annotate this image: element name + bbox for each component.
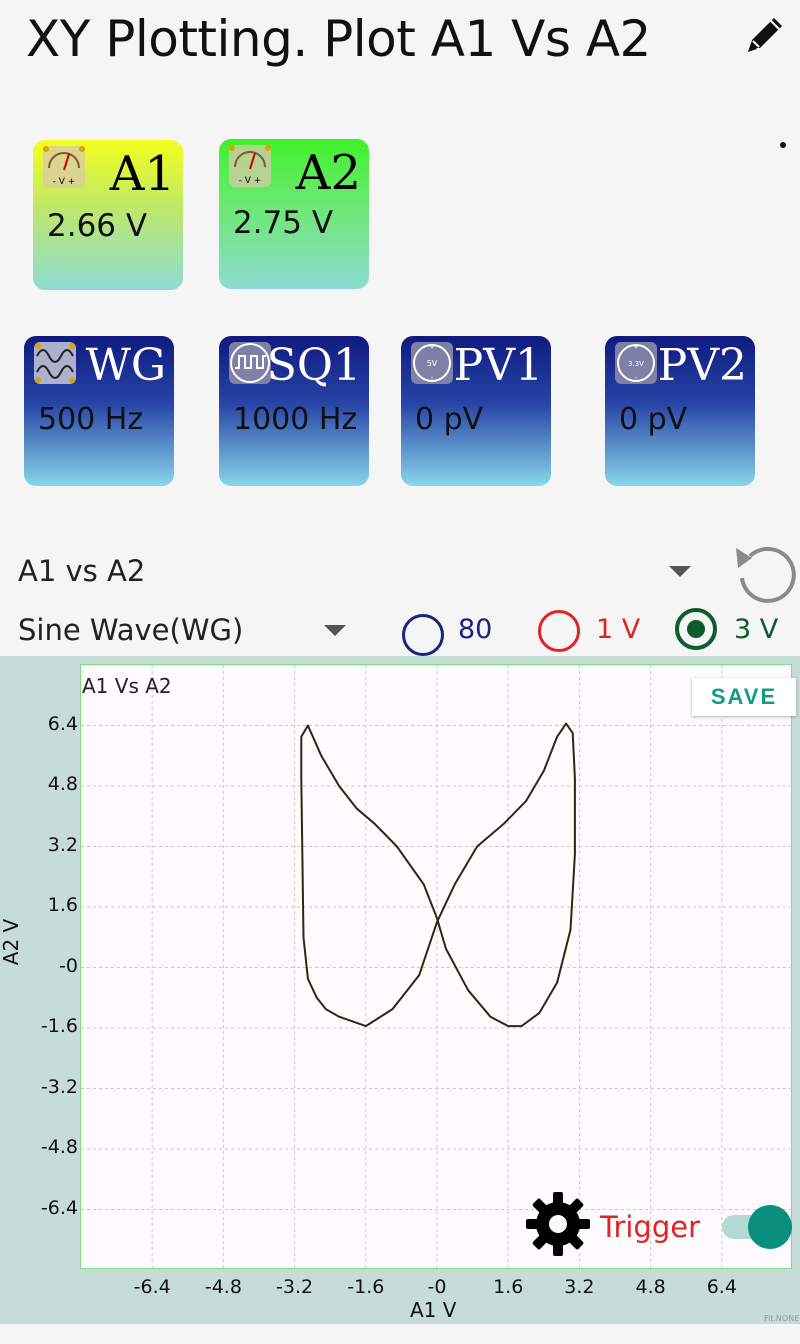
x-tick-label: -1.6: [347, 1276, 385, 1298]
watermark: Fit.NONE: [764, 1314, 800, 1323]
y-tick-label: -4.8: [40, 1136, 78, 1158]
radio-range-1v-label: 1 V: [596, 614, 641, 645]
trigger-toggle[interactable]: [722, 1205, 792, 1249]
generator-sq1-name: SQ1: [266, 340, 361, 391]
meter-a2-value: 2.75 V: [233, 205, 334, 241]
y-tick-label: -3.2: [40, 1075, 78, 1098]
pencil-icon[interactable]: [742, 10, 790, 58]
y-tick-label: -1.6: [40, 1015, 78, 1037]
generator-wg-value: 500 Hz: [38, 402, 144, 437]
x-tick-label: 1.6: [493, 1276, 524, 1298]
x-tick-label: 4.8: [635, 1276, 666, 1298]
plot-select[interactable]: A1 vs A2: [18, 554, 146, 588]
sine-wave-icon: [34, 342, 76, 384]
chevron-down-icon[interactable]: [669, 566, 691, 577]
dial-icon: + 3.3V -: [615, 342, 657, 384]
meter-a1-name: A1: [109, 146, 175, 202]
svg-text:5V: 5V: [427, 359, 438, 368]
x-tick-label: -3.2: [276, 1276, 314, 1298]
generator-pv2-name: PV2: [657, 340, 747, 391]
y-tick-label: 4.8: [47, 773, 78, 795]
generator-sq1-value: 1000 Hz: [233, 402, 358, 437]
page-title: XY Plotting. Plot A1 Vs A2: [26, 10, 651, 68]
svg-text:- V +: - V +: [239, 176, 262, 186]
generator-wg-name: WG: [85, 340, 166, 391]
generator-pv1-tile[interactable]: + 5V - PV1 0 pV: [401, 336, 551, 486]
meter-a1-tile[interactable]: - V + A1 2.66 V: [33, 140, 183, 290]
chevron-down-icon[interactable]: [324, 625, 346, 636]
svg-text:-: -: [431, 374, 434, 382]
xy-plot: [81, 665, 793, 1270]
square-wave-icon: [229, 342, 271, 384]
plot-area[interactable]: [80, 664, 793, 1270]
trigger-label: Trigger: [600, 1210, 701, 1244]
toggle-knob: [748, 1205, 792, 1249]
voltmeter-icon: - V +: [229, 145, 271, 187]
svg-text:+: +: [633, 343, 639, 351]
plot-title: A1 Vs A2: [82, 674, 172, 698]
y-tick-label: 3.2: [47, 833, 78, 856]
meter-a2-tile[interactable]: - V + A2 2.75 V: [219, 139, 369, 289]
radio-range-1v[interactable]: [538, 610, 580, 652]
generator-pv1-name: PV1: [453, 340, 543, 391]
svg-text:-: -: [635, 374, 638, 382]
radio-range-3v[interactable]: [675, 608, 717, 650]
wave-select[interactable]: Sine Wave(WG): [18, 613, 244, 647]
y-tick-label: 6.4: [47, 712, 78, 735]
x-axis-label: A1 V: [410, 1298, 457, 1322]
reset-icon[interactable]: [728, 534, 800, 606]
x-tick-label: -6.4: [133, 1276, 171, 1298]
meter-a2-name: A2: [295, 145, 361, 201]
generator-pv1-value: 0 pV: [415, 402, 484, 437]
generator-pv2-tile[interactable]: + 3.3V - PV2 0 pV: [605, 336, 755, 486]
save-button[interactable]: SAVE: [692, 678, 796, 716]
svg-text:- V +: - V +: [53, 177, 76, 187]
plot-panel: [0, 656, 800, 1324]
y-tick-label: -0: [59, 954, 78, 977]
x-tick-label: 6.4: [706, 1276, 737, 1298]
gear-icon[interactable]: [522, 1188, 594, 1260]
svg-text:3.3V: 3.3V: [628, 360, 644, 368]
x-tick-label: -4.8: [204, 1276, 242, 1298]
series-line: [300, 722, 576, 1028]
voltmeter-icon: - V +: [43, 146, 85, 188]
meter-a1-value: 2.66 V: [47, 208, 148, 244]
generator-wg-tile[interactable]: WG 500 Hz: [24, 336, 174, 486]
svg-text:+: +: [429, 343, 435, 351]
y-axis-label: A2 V: [0, 918, 24, 966]
overflow-dot-icon[interactable]: [776, 138, 790, 154]
x-tick-label: 3.2: [564, 1276, 595, 1298]
x-tick-label: -0: [427, 1276, 447, 1298]
y-tick-label: -6.4: [40, 1196, 78, 1219]
generator-sq1-tile[interactable]: SQ1 1000 Hz: [219, 336, 369, 486]
dial-icon: + 5V -: [411, 342, 453, 384]
y-tick-label: 1.6: [47, 894, 78, 916]
generator-pv2-value: 0 pV: [619, 402, 688, 437]
radio-range-80[interactable]: [402, 614, 444, 656]
radio-range-80-label: 80: [458, 614, 493, 645]
radio-range-3v-label: 3 V: [734, 614, 779, 645]
